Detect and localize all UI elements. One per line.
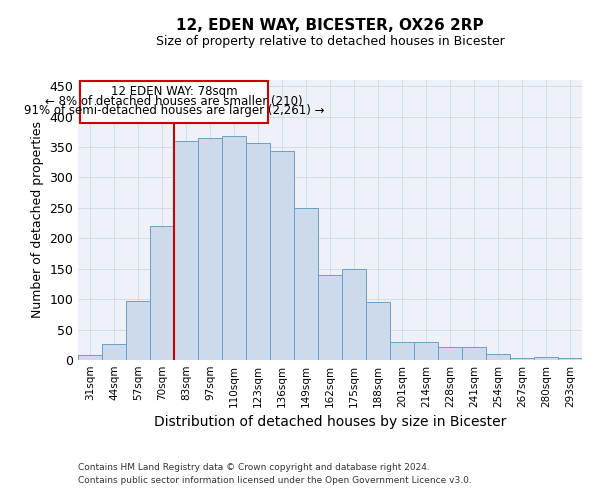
Bar: [486, 354, 510, 360]
Text: ← 8% of detached houses are smaller (210): ← 8% of detached houses are smaller (210…: [45, 94, 303, 108]
Text: 91% of semi-detached houses are larger (2,261) →: 91% of semi-detached houses are larger (…: [24, 104, 324, 117]
Bar: [510, 358, 534, 360]
Bar: [78, 355, 102, 360]
Bar: [390, 342, 414, 360]
Bar: [558, 358, 582, 360]
Bar: [366, 302, 390, 360]
Text: Contains public sector information licensed under the Open Government Licence v3: Contains public sector information licen…: [78, 476, 472, 485]
Bar: [222, 136, 246, 360]
Text: 12, EDEN WAY, BICESTER, OX26 2RP: 12, EDEN WAY, BICESTER, OX26 2RP: [176, 18, 484, 32]
Bar: [102, 344, 126, 360]
Text: Contains HM Land Registry data © Crown copyright and database right 2024.: Contains HM Land Registry data © Crown c…: [78, 464, 430, 472]
Bar: [174, 141, 198, 360]
Text: 12 EDEN WAY: 78sqm: 12 EDEN WAY: 78sqm: [110, 86, 238, 98]
Y-axis label: Number of detached properties: Number of detached properties: [31, 122, 44, 318]
Bar: [462, 346, 486, 360]
Bar: [198, 138, 222, 360]
X-axis label: Distribution of detached houses by size in Bicester: Distribution of detached houses by size …: [154, 416, 506, 430]
Bar: [438, 346, 462, 360]
Bar: [534, 357, 558, 360]
Text: Size of property relative to detached houses in Bicester: Size of property relative to detached ho…: [155, 35, 505, 48]
Bar: [414, 342, 438, 360]
Bar: [80, 81, 268, 122]
Bar: [270, 150, 294, 360]
Bar: [246, 144, 270, 360]
Bar: [150, 226, 174, 360]
Bar: [342, 268, 366, 360]
Bar: [294, 208, 318, 360]
Bar: [126, 301, 150, 360]
Bar: [318, 275, 342, 360]
